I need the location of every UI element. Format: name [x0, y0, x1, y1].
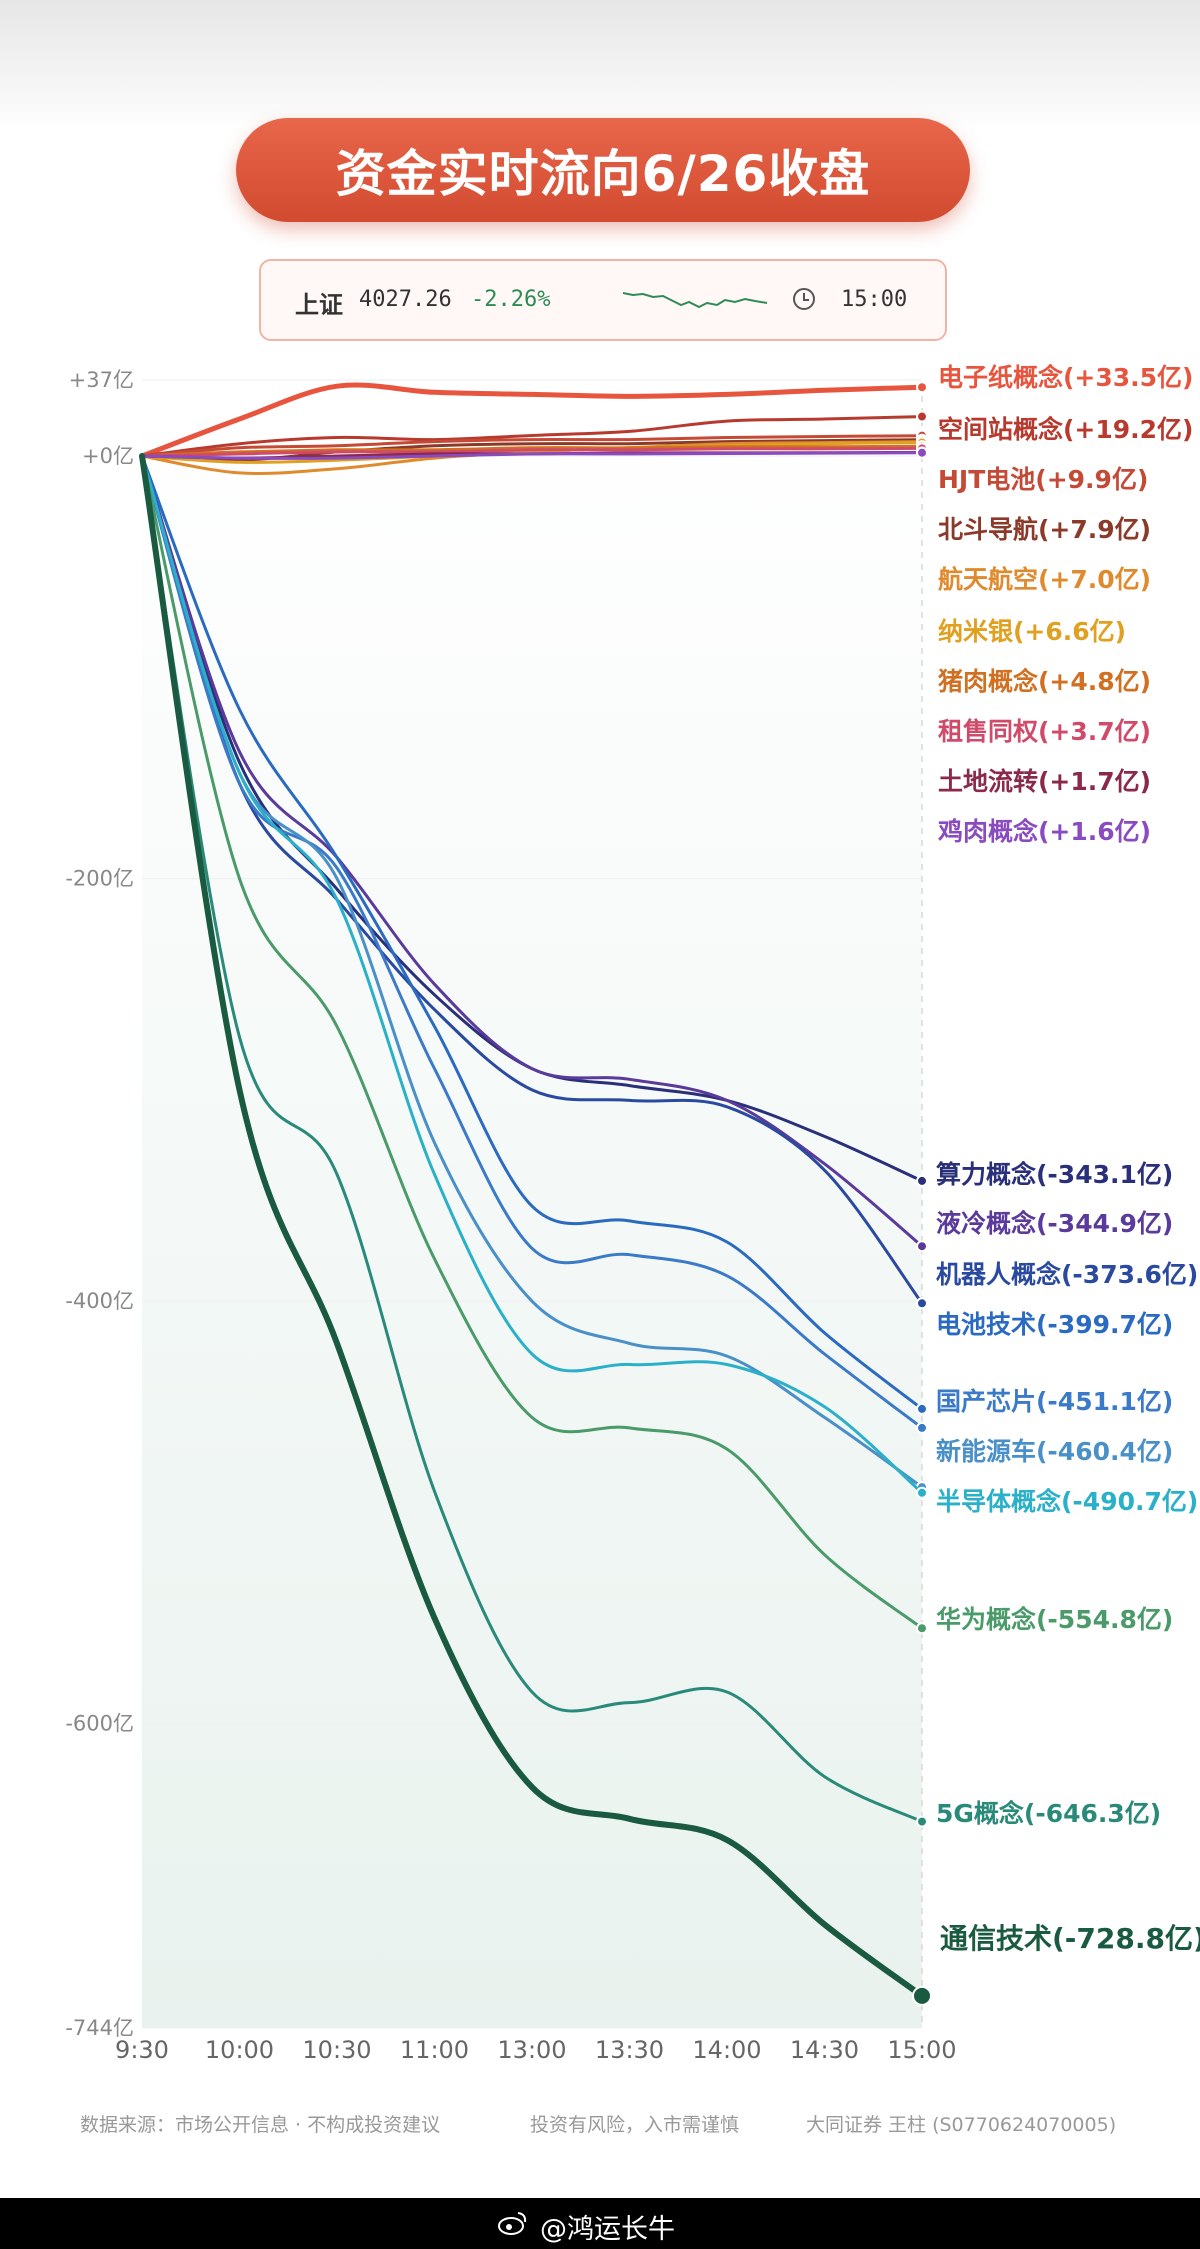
series-label: 5G概念(-646.3亿)	[936, 1799, 1161, 1828]
y-tick-label: -200亿	[65, 867, 134, 891]
series-line	[140, 454, 924, 1183]
series-label: 航天航空(+7.0亿)	[938, 565, 1151, 594]
x-tick-label: 15:00	[887, 2036, 956, 2064]
series-line	[140, 446, 924, 458]
series-line	[140, 444, 924, 458]
series-label: 半导体概念(-490.7亿)	[936, 1487, 1198, 1516]
watermark-text: @鸿运长牛	[540, 2214, 675, 2245]
page-title: 资金实时流向6/26收盘	[236, 118, 970, 222]
y-tick-label: +37亿	[69, 368, 134, 392]
series-end-point	[916, 1421, 928, 1434]
footer: 数据来源：市场公开信息 · 不构成投资建议 投资有风险，入市需谨慎 大同证券 王…	[0, 2098, 1200, 2146]
x-tick-label: 14:00	[692, 2036, 761, 2064]
series-line	[140, 451, 924, 460]
series-line	[140, 454, 924, 1411]
series-label: 租售同权(+3.7亿)	[938, 717, 1151, 746]
series-label: 纳米银(+6.6亿)	[938, 617, 1126, 646]
series-end-point	[916, 1622, 928, 1635]
footer-source: 数据来源：市场公开信息 · 不构成投资建议	[80, 2114, 441, 2136]
index-name: 上证	[295, 291, 343, 319]
series-label: 空间站概念(+19.2亿)	[938, 415, 1193, 444]
series-line	[140, 454, 924, 1430]
weibo-icon	[498, 2212, 527, 2235]
footer-risk: 投资有风险，入市需谨慎	[530, 2114, 740, 2136]
series-label: 新能源车(-460.4亿)	[936, 1437, 1173, 1466]
series-label: 猪肉概念(+4.8亿)	[938, 667, 1151, 696]
x-tick-label: 14:30	[790, 2036, 859, 2064]
label-layer: 电子纸概念(+33.5亿) 空间站概念(+19.2亿) HJT电池(+9.9亿) 北斗…	[936, 363, 1200, 1955]
series-line	[140, 415, 924, 458]
x-tick-label: 13:30	[595, 2036, 664, 2064]
series-line	[140, 454, 924, 1495]
series-label: 国产芯片(-451.1亿)	[936, 1387, 1173, 1416]
series-line	[140, 440, 924, 464]
series-line	[140, 454, 924, 1248]
series-label: 华为概念(-554.8亿)	[936, 1605, 1173, 1634]
series-end-point	[916, 410, 928, 423]
y-tick-label: -744亿	[65, 2016, 134, 2040]
series-end-point	[916, 1486, 928, 1499]
series-end-point	[916, 1240, 928, 1253]
series-end-point	[916, 381, 928, 394]
top-band	[0, 0, 1200, 130]
series-label: 土地流转(+1.7亿)	[938, 767, 1151, 796]
series-line	[139, 382, 925, 459]
fund-flow-chart: 电子纸概念(+33.5亿) 空间站概念(+19.2亿) HJT电池(+9.9亿) 北斗…	[65, 363, 1200, 2064]
x-tick-label: 13:00	[497, 2036, 566, 2064]
x-tick-label: 10:30	[302, 2036, 371, 2064]
x-tick-label: 10:00	[205, 2036, 274, 2064]
series-label: 通信技术(-728.8亿)	[940, 1922, 1200, 1955]
series-line	[140, 454, 924, 1824]
series-end-point	[916, 1402, 928, 1415]
series-label: 鸡肉概念(+1.6亿)	[937, 817, 1151, 846]
series-label: 液冷概念(-344.9亿)	[936, 1209, 1173, 1238]
series-end-point	[916, 446, 928, 459]
series-end-point	[916, 1815, 928, 1828]
index-sparkline-icon	[622, 292, 768, 309]
index-change: -2.26%	[471, 287, 551, 312]
y-tick-label: -400亿	[65, 1289, 134, 1313]
series-label: 电池技术(-399.7亿)	[936, 1310, 1173, 1339]
series-end-point	[916, 1297, 928, 1310]
series-line	[139, 453, 925, 1999]
series-layer	[139, 381, 932, 2006]
y-tick-label: -600亿	[65, 1712, 134, 1736]
index-time: 15:00	[841, 287, 908, 312]
footer-author: 大同证券 王柱 (S0770624070005)	[806, 2114, 1117, 2136]
series-label: 算力概念(-343.1亿)	[936, 1160, 1173, 1189]
clock-icon	[793, 288, 815, 310]
y-tick-label: +0亿	[82, 444, 134, 468]
watermark-bar: @鸿运长牛	[0, 2198, 1200, 2249]
series-end-point	[912, 1985, 932, 2006]
series-line	[140, 454, 924, 1630]
x-tick-label: 11:00	[400, 2036, 469, 2064]
series-label: 北斗导航(+7.9亿)	[938, 515, 1151, 544]
x-tick-label: 9:30	[115, 2036, 169, 2064]
series-line	[140, 434, 924, 458]
series-label: 机器人概念(-373.6亿)	[936, 1260, 1198, 1289]
series-label: HJT电池(+9.9亿)	[938, 465, 1148, 494]
series-label: 电子纸概念(+33.5亿)	[938, 363, 1193, 392]
index-value: 4027.26	[359, 287, 452, 312]
series-end-point	[916, 1174, 928, 1187]
index-summary: 上证 4027.26 -2.26% 15:00	[259, 259, 947, 341]
